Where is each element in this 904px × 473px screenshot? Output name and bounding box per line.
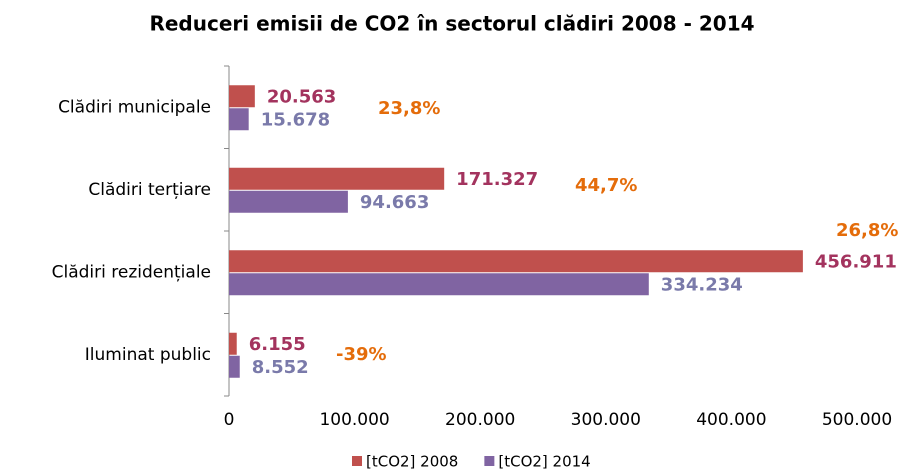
bar — [229, 167, 445, 190]
y-tick-label: Clădiri terțiare — [88, 180, 211, 200]
value-label: 171.327 — [456, 169, 538, 190]
value-label: 15.678 — [261, 109, 330, 130]
legend-label: [tCO2] 2014 — [498, 453, 590, 471]
annotation: 44,7% — [575, 175, 637, 196]
annotation: 26,8% — [836, 220, 898, 241]
x-tick-label: 300.000 — [571, 410, 641, 430]
value-label: 8.552 — [252, 357, 309, 378]
value-label: 334.234 — [661, 274, 743, 295]
x-tick-label: 100.000 — [319, 410, 389, 430]
bar — [229, 355, 240, 378]
x-tick-label: 500.000 — [822, 410, 892, 430]
y-tick-label: Clădiri municipale — [58, 97, 211, 117]
value-label: 6.155 — [249, 334, 306, 355]
legend-swatch — [484, 456, 495, 466]
bar — [229, 85, 255, 108]
bar — [229, 250, 803, 273]
bar — [229, 332, 237, 355]
annotation: 23,8% — [378, 98, 440, 119]
bar — [229, 190, 348, 213]
chart-title: Reduceri emisii de CO2 în sectorul clădi… — [149, 12, 754, 36]
bar — [229, 273, 649, 296]
value-label: 456.911 — [815, 251, 897, 272]
annotation: -39% — [336, 344, 387, 365]
x-tick-label: 200.000 — [445, 410, 515, 430]
value-label: 20.563 — [267, 86, 336, 107]
x-tick-label: 0 — [224, 410, 235, 430]
legend-label: [tCO2] 2008 — [366, 453, 458, 471]
y-tick-label: Clădiri rezidențiale — [52, 262, 211, 282]
x-tick-label: 400.000 — [696, 410, 766, 430]
y-tick-label: Iluminat public — [85, 345, 211, 365]
legend-swatch — [352, 456, 362, 466]
bar — [229, 108, 249, 131]
value-label: 94.663 — [360, 192, 429, 213]
